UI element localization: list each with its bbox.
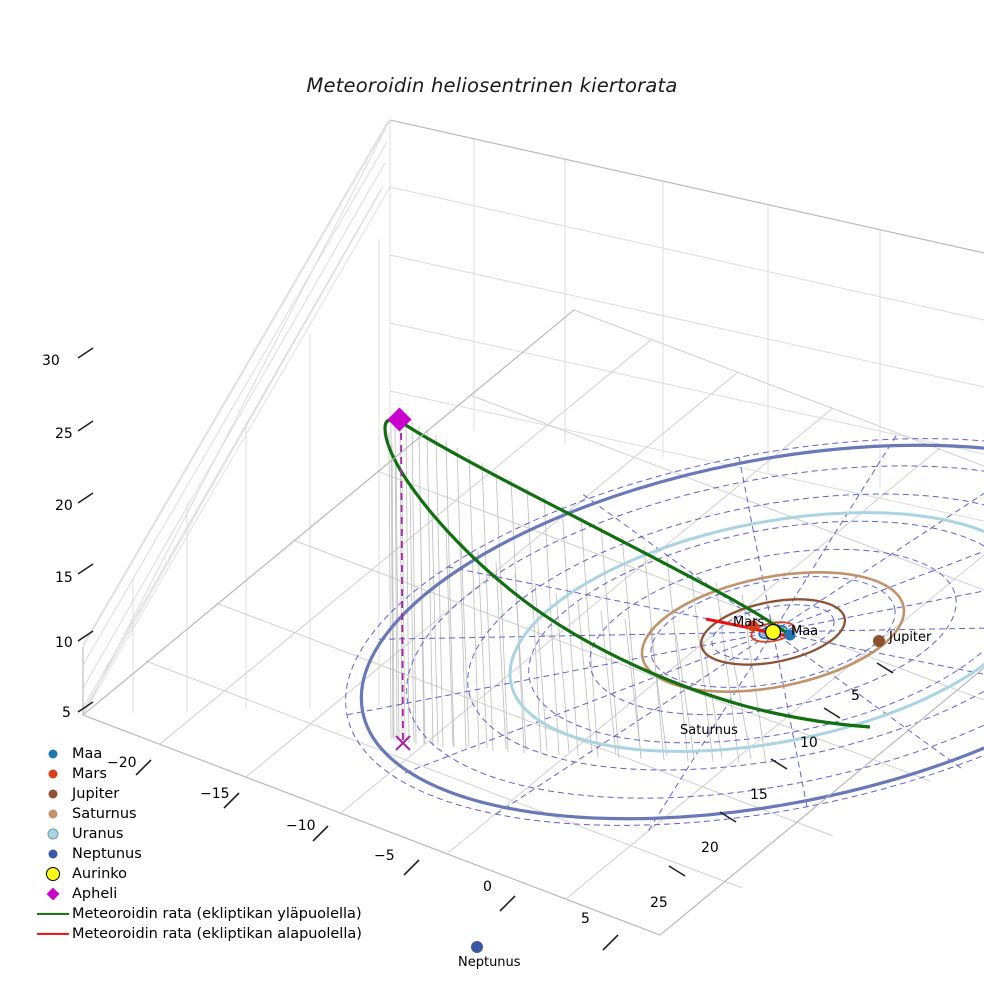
axis-spines <box>82 119 984 936</box>
legend-item-apheli[interactable]: Apheli <box>34 884 334 904</box>
mars-marker-icon <box>34 764 72 784</box>
legend-label-mars: Mars <box>72 766 107 782</box>
page-title: Meteoroidin heliosentrinen kiertorata <box>306 74 678 97</box>
legend-label-maa: Maa <box>72 746 103 762</box>
apheli-marker-icon <box>34 884 72 904</box>
z-tick-20: 20 <box>55 498 73 514</box>
orbit-saturnus <box>640 571 906 693</box>
legend-item-jupiter[interactable]: Jupiter <box>34 784 334 804</box>
saturnus-marker-icon <box>34 804 72 824</box>
x-tick-5: 5 <box>581 911 590 927</box>
label-mars: Mars <box>733 615 765 630</box>
jupiter-marker-icon <box>34 784 72 804</box>
y-tick-20: 20 <box>701 840 719 856</box>
trajectory-above-ecliptic <box>383 417 871 729</box>
x-tick-minus15: −15 <box>200 786 230 802</box>
maa-marker-icon <box>34 744 72 764</box>
legend-label-saturnus: Saturnus <box>72 806 137 822</box>
neptunus-marker-icon <box>34 844 72 864</box>
marker-maa <box>784 629 796 641</box>
legend-label-apheli: Apheli <box>72 886 118 902</box>
polar-grid <box>345 433 984 831</box>
legend: Maa Mars Jupiter Saturnus Uranus <box>34 744 362 944</box>
aurinko-marker-icon <box>34 864 72 884</box>
body-markers <box>387 407 885 953</box>
legend-label-neptunus: Neptunus <box>72 846 142 862</box>
x-tick-0: 0 <box>483 879 492 895</box>
legend-item-saturnus[interactable]: Saturnus <box>34 804 334 824</box>
legend-item-uranus[interactable]: Uranus <box>34 824 334 844</box>
y-tick-15: 15 <box>750 787 768 803</box>
x-tick-minus10: −10 <box>286 818 316 834</box>
orbit-uranus <box>508 511 984 753</box>
trajectory-stem-lines <box>388 418 767 765</box>
z-tick-25: 25 <box>55 426 73 442</box>
z-tick-15: 15 <box>55 570 73 586</box>
z-tick-10: 10 <box>55 635 73 651</box>
legend-item-above-ecliptic[interactable]: Meteoroidin rata (ekliptikan yläpuolella… <box>34 904 362 924</box>
marker-aurinko <box>764 623 782 641</box>
marker-jupiter <box>873 635 885 647</box>
y-tick-25: 25 <box>650 895 668 911</box>
legend-item-below-ecliptic[interactable]: Meteoroidin rata (ekliptikan alapuolella… <box>34 924 362 944</box>
legend-item-aurinko[interactable]: Aurinko <box>34 864 334 884</box>
legend-label-uranus: Uranus <box>72 826 124 842</box>
legend-item-neptunus[interactable]: Neptunus <box>34 844 334 864</box>
x-tick-minus20: −20 <box>107 755 137 771</box>
legend-label-aurinko: Aurinko <box>72 866 128 882</box>
z-tick-5: 5 <box>62 705 71 721</box>
legend-label-below-ecliptic: Meteoroidin rata (ekliptikan alapuolella… <box>72 926 362 942</box>
legend-item-maa[interactable]: Maa <box>34 744 334 764</box>
y-tick-10: 10 <box>800 735 818 751</box>
red-line-icon <box>34 924 72 944</box>
label-saturnus: Saturnus <box>680 723 738 738</box>
pane-gridlines <box>82 119 984 716</box>
aphelion-ground-marker <box>395 735 411 751</box>
legend-label-above-ecliptic: Meteoroidin rata (ekliptikan yläpuolella… <box>72 906 362 922</box>
uranus-marker-icon <box>34 824 72 844</box>
marker-apheli <box>387 407 412 432</box>
green-line-icon <box>34 904 72 924</box>
legend-item-mars[interactable]: Mars <box>34 764 334 784</box>
aphelion-dropline <box>400 420 404 743</box>
label-jupiter: Jupiter <box>889 630 932 645</box>
marker-neptunus <box>471 941 483 953</box>
legend-label-jupiter: Jupiter <box>72 786 120 802</box>
orbit-neptunus <box>359 443 984 821</box>
x-tick-minus5: −5 <box>374 848 395 864</box>
axis-ticks <box>77 347 894 951</box>
z-tick-30: 30 <box>42 353 60 369</box>
orbit-jupiter <box>699 598 847 666</box>
planet-orbits <box>359 443 984 821</box>
marker-mars <box>747 620 759 632</box>
label-neptunus: Neptunus <box>458 955 521 970</box>
label-maa: Maa <box>791 624 819 639</box>
y-tick-5: 5 <box>851 688 860 704</box>
